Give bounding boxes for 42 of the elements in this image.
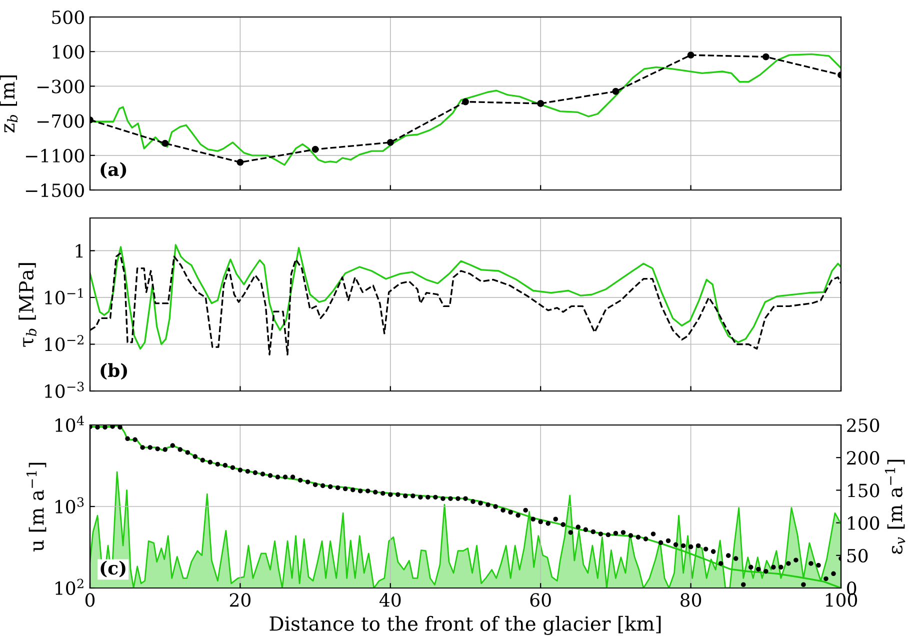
y2-axis-title: ε$_{v}$ [m a$^{−1}$] (884, 460, 906, 554)
point (312, 146, 319, 153)
y-axis-title: τ$_{b}$ [MPa] (18, 263, 37, 347)
y-tick-label: 10$^{3}$ (56, 497, 84, 514)
y-tick-label: −1100 (26, 148, 84, 163)
y-tick-label: −700 (37, 114, 84, 128)
annotation: (a) (100, 162, 126, 179)
x-tick-label: 100 (826, 593, 858, 607)
y-tick-label: 1 (76, 244, 83, 258)
y2-tick-label: 250 (847, 418, 880, 432)
x-tick-label: 40 (379, 593, 401, 607)
point (462, 98, 469, 106)
y2-tick-label: 100 (848, 516, 880, 530)
y-axis-title: u [m a$^{−1}$] (26, 462, 46, 552)
point (612, 88, 620, 95)
y2-tick-label: 50 (847, 548, 868, 563)
point (762, 53, 770, 60)
y-tick-label: 500 (52, 10, 84, 24)
y-tick-label: 10$^{−2}$ (45, 335, 84, 352)
x-axis-title: Distance to the front of the glacier [km] (270, 616, 661, 635)
y-tick-label: 10$^{4}$ (56, 416, 84, 432)
point (537, 100, 544, 107)
point (236, 158, 244, 166)
y-tick-label: 10$^{2}$ (56, 578, 84, 595)
x-tick-label: 0 (85, 593, 95, 607)
annotation: (c) (100, 560, 126, 578)
y-tick-label: −1500 (26, 183, 84, 198)
y2-tick-label: 0 (847, 581, 856, 596)
point (386, 138, 394, 146)
y-tick-label: 100 (52, 45, 84, 59)
x-tick-label: 80 (680, 593, 702, 607)
x-tick-label: 60 (530, 593, 551, 607)
y-axis-title: z$_{b}$ [m] (0, 75, 18, 132)
y2-tick-label: 200 (847, 451, 880, 465)
point (687, 52, 694, 59)
annotation: (b) (100, 363, 128, 380)
x-tick-label: 20 (230, 593, 250, 607)
y-tick-label: 10$^{−1}$ (45, 288, 83, 304)
y-tick-label: −300 (37, 80, 84, 94)
y2-tick-label: 150 (848, 484, 880, 498)
point (162, 140, 169, 147)
y-tick-label: 10$^{−3}$ (45, 382, 84, 398)
